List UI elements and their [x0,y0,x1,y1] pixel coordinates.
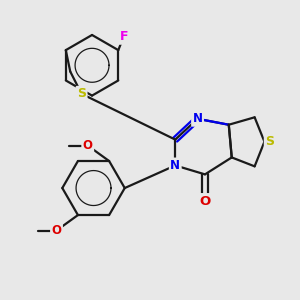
Text: N: N [193,112,202,125]
Text: S: S [77,87,86,100]
Text: N: N [170,159,180,172]
Text: O: O [52,224,61,237]
Text: O: O [200,195,211,208]
Text: S: S [265,135,274,148]
Text: F: F [119,30,128,43]
Text: O: O [83,139,93,152]
